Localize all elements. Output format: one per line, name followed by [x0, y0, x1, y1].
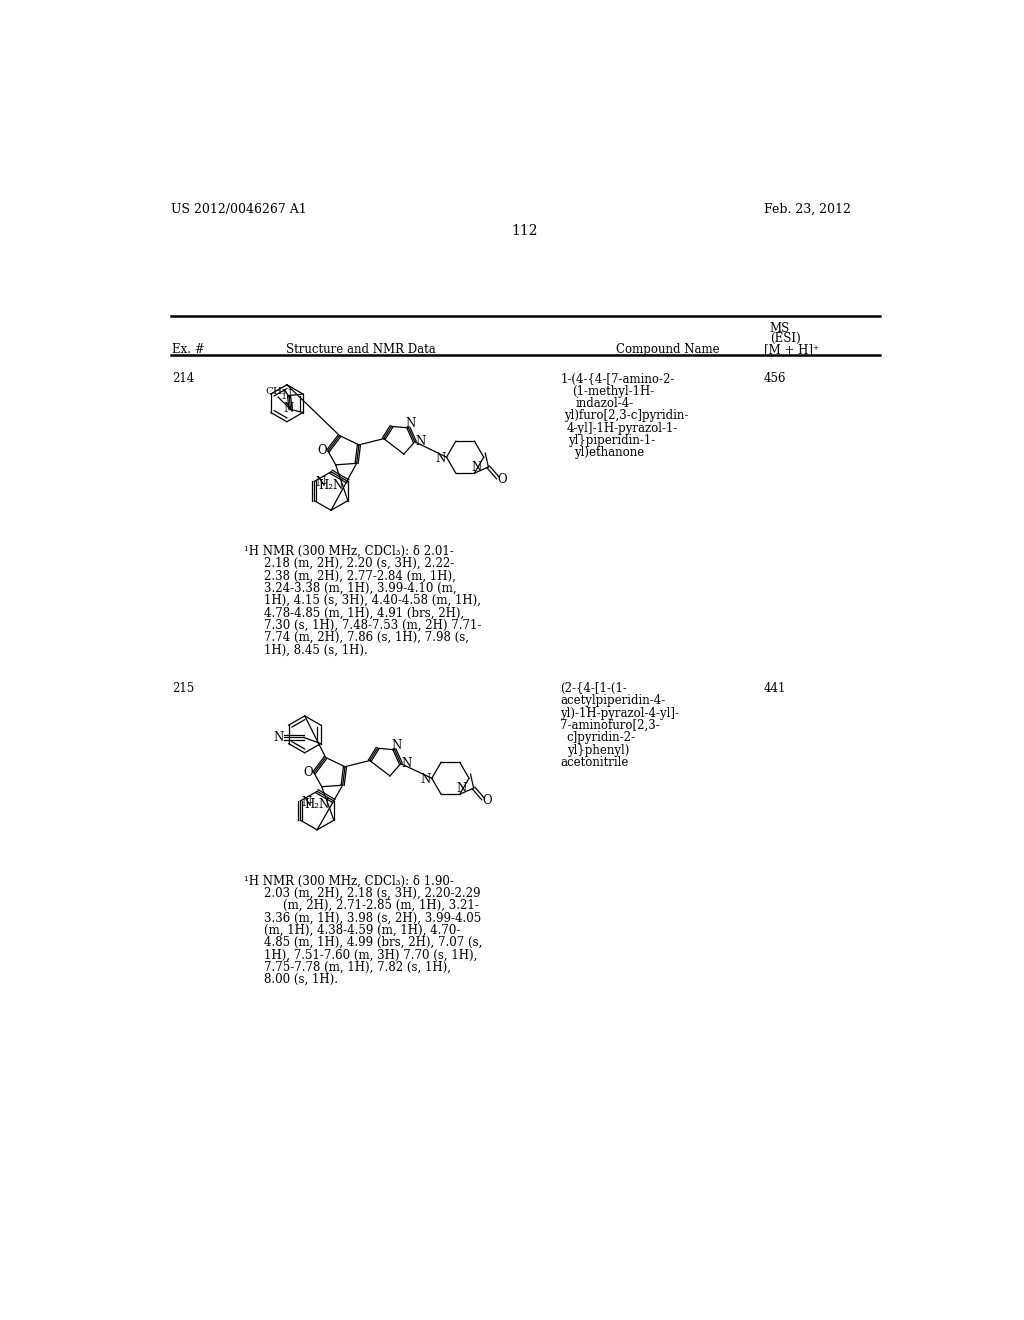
Text: 1H), 8.45 (s, 1H).: 1H), 8.45 (s, 1H). — [263, 644, 368, 656]
Text: N: N — [404, 417, 415, 430]
Text: (1-methyl-1H-: (1-methyl-1H- — [572, 385, 654, 397]
Text: (m, 1H), 4.38-4.59 (m, 1H), 4.70-: (m, 1H), 4.38-4.59 (m, 1H), 4.70- — [263, 924, 460, 937]
Text: CH₃: CH₃ — [265, 387, 287, 396]
Text: ¹H NMR (300 MHz, CDCl₃): δ 1.90-: ¹H NMR (300 MHz, CDCl₃): δ 1.90- — [245, 875, 454, 887]
Text: (ESI): (ESI) — [770, 333, 801, 346]
Text: 7.30 (s, 1H), 7.48-7.53 (m, 2H) 7.71-: 7.30 (s, 1H), 7.48-7.53 (m, 2H) 7.71- — [263, 619, 481, 632]
Text: O: O — [303, 767, 312, 779]
Text: acetylpiperidin-4-: acetylpiperidin-4- — [560, 694, 666, 708]
Text: H₂N: H₂N — [318, 479, 343, 492]
Text: N: N — [273, 731, 284, 744]
Text: 1H), 7.51-7.60 (m, 3H) 7.70 (s, 1H),: 1H), 7.51-7.60 (m, 3H) 7.70 (s, 1H), — [263, 949, 477, 961]
Text: yl}piperidin-1-: yl}piperidin-1- — [568, 434, 655, 447]
Text: N: N — [315, 477, 326, 490]
Text: 1H), 4.15 (s, 3H), 4.40-4.58 (m, 1H),: 1H), 4.15 (s, 3H), 4.40-4.58 (m, 1H), — [263, 594, 480, 607]
Text: [M + H]⁺: [M + H]⁺ — [764, 343, 818, 356]
Text: O: O — [482, 793, 493, 807]
Text: yl)ethanone: yl)ethanone — [574, 446, 645, 459]
Text: N: N — [472, 461, 482, 474]
Text: 214: 214 — [172, 372, 195, 385]
Text: MS: MS — [770, 322, 790, 335]
Text: Compound Name: Compound Name — [616, 343, 720, 356]
Text: O: O — [498, 473, 507, 486]
Text: N: N — [282, 389, 292, 403]
Text: 2.03 (m, 2H), 2.18 (s, 3H), 2.20-2.29: 2.03 (m, 2H), 2.18 (s, 3H), 2.20-2.29 — [263, 887, 480, 900]
Text: 4.78-4.85 (m, 1H), 4.91 (brs, 2H),: 4.78-4.85 (m, 1H), 4.91 (brs, 2H), — [263, 607, 464, 619]
Text: 8.00 (s, 1H).: 8.00 (s, 1H). — [263, 973, 338, 986]
Text: 441: 441 — [764, 682, 785, 696]
Text: yl)furo[2,3-c]pyridin-: yl)furo[2,3-c]pyridin- — [564, 409, 689, 422]
Text: (2-{4-[1-(1-: (2-{4-[1-(1- — [560, 682, 628, 696]
Text: ¹H NMR (300 MHz, CDCl₃): δ 2.01-: ¹H NMR (300 MHz, CDCl₃): δ 2.01- — [245, 545, 454, 558]
Text: 3.36 (m, 1H), 3.98 (s, 2H), 3.99-4.05: 3.36 (m, 1H), 3.98 (s, 2H), 3.99-4.05 — [263, 911, 481, 924]
Text: 4-yl]-1H-pyrazol-1-: 4-yl]-1H-pyrazol-1- — [566, 422, 678, 434]
Text: Structure and NMR Data: Structure and NMR Data — [286, 343, 435, 356]
Text: O: O — [317, 445, 327, 458]
Text: yl)-1H-pyrazol-4-yl]-: yl)-1H-pyrazol-4-yl]- — [560, 706, 680, 719]
Text: 215: 215 — [172, 682, 195, 696]
Text: H₂N: H₂N — [304, 799, 330, 812]
Text: N: N — [301, 796, 311, 809]
Text: 112: 112 — [512, 224, 538, 238]
Text: N: N — [416, 436, 426, 449]
Text: 1-(4-{4-[7-amino-2-: 1-(4-{4-[7-amino-2- — [560, 372, 675, 385]
Text: N: N — [283, 403, 294, 416]
Text: Feb. 23, 2012: Feb. 23, 2012 — [764, 203, 850, 216]
Text: N: N — [421, 774, 431, 787]
Text: N: N — [401, 758, 412, 770]
Text: N: N — [391, 739, 401, 751]
Text: indazol-4-: indazol-4- — [575, 397, 634, 411]
Text: yl}phenyl): yl}phenyl) — [566, 743, 629, 756]
Text: c]pyridin-2-: c]pyridin-2- — [566, 731, 636, 744]
Text: 4.85 (m, 1H), 4.99 (brs, 2H), 7.07 (s,: 4.85 (m, 1H), 4.99 (brs, 2H), 7.07 (s, — [263, 936, 482, 949]
Text: 456: 456 — [764, 372, 786, 385]
Text: US 2012/0046267 A1: US 2012/0046267 A1 — [171, 203, 306, 216]
Text: acetonitrile: acetonitrile — [560, 756, 629, 770]
Text: 7-aminofuro[2,3-: 7-aminofuro[2,3- — [560, 719, 660, 733]
Text: Ex. #: Ex. # — [172, 343, 205, 356]
Text: N: N — [435, 453, 445, 465]
Text: 7.74 (m, 2H), 7.86 (s, 1H), 7.98 (s,: 7.74 (m, 2H), 7.86 (s, 1H), 7.98 (s, — [263, 631, 469, 644]
Text: 2.38 (m, 2H), 2.77-2.84 (m, 1H),: 2.38 (m, 2H), 2.77-2.84 (m, 1H), — [263, 570, 456, 582]
Text: 2.18 (m, 2H), 2.20 (s, 3H), 2.22-: 2.18 (m, 2H), 2.20 (s, 3H), 2.22- — [263, 557, 454, 570]
Text: (m, 2H), 2.71-2.85 (m, 1H), 3.21-: (m, 2H), 2.71-2.85 (m, 1H), 3.21- — [283, 899, 479, 912]
Text: N: N — [457, 783, 467, 796]
Text: 7.75-7.78 (m, 1H), 7.82 (s, 1H),: 7.75-7.78 (m, 1H), 7.82 (s, 1H), — [263, 961, 451, 974]
Text: 3.24-3.38 (m, 1H), 3.99-4.10 (m,: 3.24-3.38 (m, 1H), 3.99-4.10 (m, — [263, 582, 457, 595]
